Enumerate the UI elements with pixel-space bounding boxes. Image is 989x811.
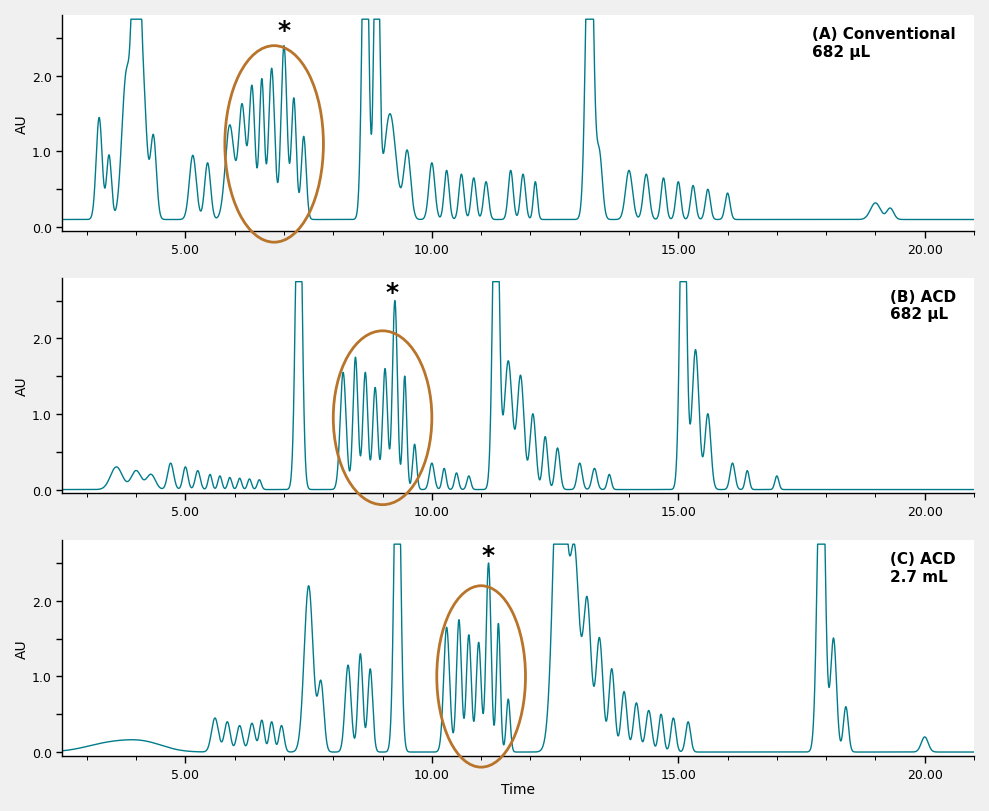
Text: (B) ACD
682 μL: (B) ACD 682 μL xyxy=(890,290,955,322)
Text: *: * xyxy=(386,281,399,305)
Text: (A) Conventional
682 μL: (A) Conventional 682 μL xyxy=(812,27,955,59)
Text: *: * xyxy=(278,19,291,43)
Y-axis label: AU: AU xyxy=(15,638,29,658)
Y-axis label: AU: AU xyxy=(15,114,29,134)
X-axis label: Time: Time xyxy=(501,782,535,796)
Text: *: * xyxy=(482,543,495,567)
Text: (C) ACD
2.7 mL: (C) ACD 2.7 mL xyxy=(890,551,955,584)
Y-axis label: AU: AU xyxy=(15,376,29,396)
